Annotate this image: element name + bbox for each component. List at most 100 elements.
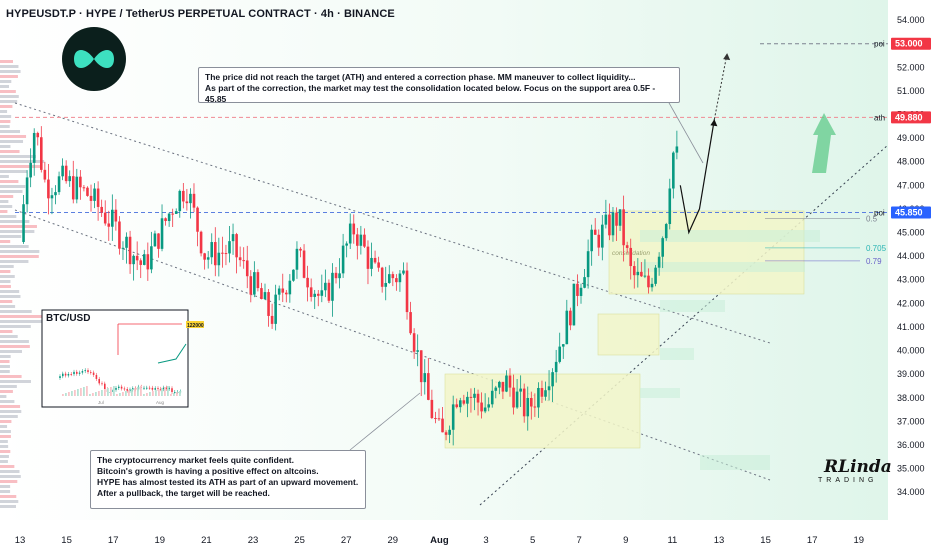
candle-body xyxy=(47,179,50,199)
candle-body xyxy=(61,165,64,177)
volume-bar xyxy=(0,460,8,463)
candle-body xyxy=(111,209,114,227)
inset-candle xyxy=(64,373,67,376)
inset-candle xyxy=(148,387,151,389)
poi-high-label: poi xyxy=(874,40,885,49)
inset-candle xyxy=(118,386,120,388)
x-tick-label: 19 xyxy=(155,535,166,546)
candle-body xyxy=(288,280,292,295)
candle-body xyxy=(43,169,47,180)
inset-candle xyxy=(62,373,64,377)
candle-body xyxy=(89,195,93,201)
volume-bar xyxy=(0,265,14,268)
y-tick-label: 36.000 xyxy=(897,440,925,450)
candle-body xyxy=(427,373,430,400)
candle-body xyxy=(366,246,370,269)
inset-candle xyxy=(168,388,170,390)
candle-body xyxy=(661,238,664,257)
candle-body xyxy=(331,272,334,301)
candle-body xyxy=(498,381,501,388)
volume-bar xyxy=(0,350,22,353)
x-tick-label: 27 xyxy=(341,535,352,546)
inset-volume xyxy=(74,390,76,396)
x-tick-label: 15 xyxy=(760,535,771,546)
candle-body xyxy=(625,245,629,248)
volume-bar xyxy=(0,175,9,178)
candle-body xyxy=(494,387,498,391)
volume-bar xyxy=(0,300,13,303)
x-tick-label: 25 xyxy=(294,535,305,546)
inset-candle xyxy=(87,370,89,373)
candle-body xyxy=(153,233,157,247)
inset-volume xyxy=(155,390,157,396)
candle-body xyxy=(82,187,86,189)
candle-body xyxy=(352,223,356,235)
inset-candle xyxy=(165,387,168,389)
candle-body xyxy=(348,223,352,244)
x-tick-label: 3 xyxy=(483,535,488,546)
price-tag xyxy=(891,37,931,50)
y-tick-label: 42.000 xyxy=(897,298,925,308)
volume-bar xyxy=(0,285,11,288)
projection-arrowhead xyxy=(710,119,718,127)
candle-body xyxy=(142,254,146,265)
inset-volume xyxy=(140,386,142,396)
volume-bar xyxy=(0,345,30,348)
candle-body xyxy=(370,257,373,269)
candle-body xyxy=(501,381,505,392)
inset-candle xyxy=(73,371,75,375)
volume-bar xyxy=(0,145,11,148)
candle-body xyxy=(590,229,593,252)
candle-body xyxy=(235,234,238,258)
inset-volume xyxy=(161,388,163,396)
volume-bar xyxy=(0,165,41,168)
volume-bar xyxy=(0,370,10,373)
y-tick-label: 48.000 xyxy=(897,157,925,167)
candle-body xyxy=(313,293,317,297)
volume-bar xyxy=(0,385,17,388)
inset-candle xyxy=(67,373,70,376)
volume-bar xyxy=(0,355,11,358)
candle-body xyxy=(71,176,75,200)
inset-volume xyxy=(110,387,112,396)
candle-body xyxy=(103,212,107,224)
volume-bar xyxy=(0,435,11,438)
inset-volume xyxy=(104,389,106,396)
candle-body xyxy=(569,310,572,326)
inset-candle xyxy=(101,383,103,385)
candle-body xyxy=(551,372,554,387)
top-callout-pointer xyxy=(663,93,704,164)
candle-body xyxy=(309,287,313,297)
candle-body xyxy=(50,195,54,199)
candle-body xyxy=(281,288,285,293)
inset-volume xyxy=(65,393,67,396)
volume-bar xyxy=(0,465,15,468)
candle-body xyxy=(448,429,451,435)
candle-body xyxy=(57,176,61,193)
candle-body xyxy=(572,283,576,326)
x-tick-label: 9 xyxy=(623,535,628,546)
inset-x-label: Jul xyxy=(98,400,104,405)
x-tick-label: 5 xyxy=(530,535,535,546)
candle-body xyxy=(384,282,388,287)
candle-body xyxy=(398,273,402,283)
candle-body xyxy=(221,252,224,254)
volume-bar xyxy=(0,325,31,328)
inset-candle xyxy=(120,386,123,389)
candle-body xyxy=(107,223,111,227)
volume-bar xyxy=(0,410,22,413)
volume-profile xyxy=(0,60,45,508)
price-tag-text: 45.850 xyxy=(895,207,923,217)
volume-bar xyxy=(0,280,11,283)
candle-body xyxy=(359,234,363,246)
inset-candle xyxy=(132,388,134,390)
volume-bar xyxy=(0,120,11,123)
inset-volume xyxy=(71,391,73,396)
volume-bar xyxy=(0,70,21,73)
inset-volume xyxy=(98,391,100,396)
volume-bar xyxy=(0,260,29,263)
candle-body xyxy=(377,262,380,268)
volume-bar xyxy=(0,140,24,143)
inset-candle xyxy=(126,389,128,391)
volume-bar xyxy=(0,105,13,108)
